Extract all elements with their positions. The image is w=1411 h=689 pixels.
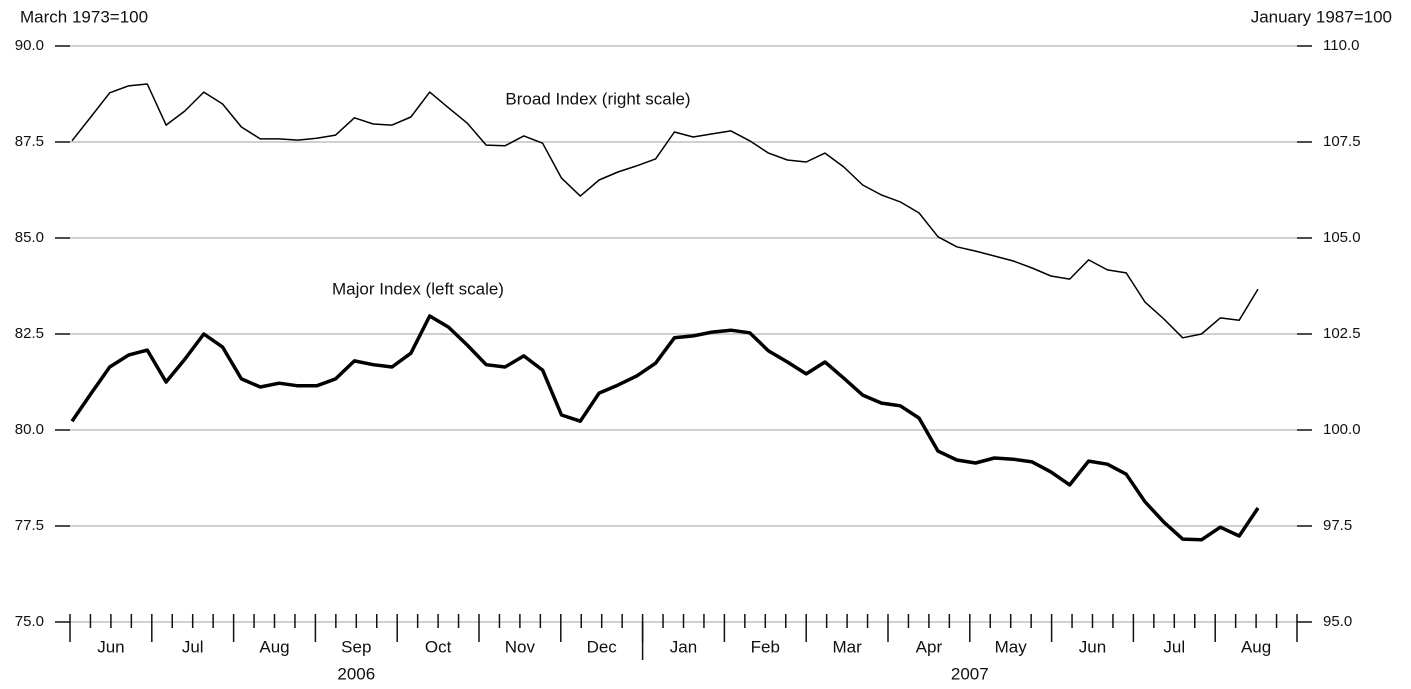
x-tick-label: Jul <box>182 637 204 656</box>
y-tick-label: 90.0 <box>15 37 44 54</box>
y2-tick-label: 102.5 <box>1323 325 1361 342</box>
y2-tick-label: 95.0 <box>1323 613 1352 630</box>
y-tick-label: 87.5 <box>15 133 44 150</box>
x-tick-label: May <box>995 637 1028 656</box>
x-tick-label: Sep <box>341 637 371 656</box>
y2-axis-label: January 1987=100 <box>1251 7 1392 26</box>
x-tick-label: Feb <box>751 637 780 656</box>
series-line <box>71 83 1259 339</box>
x-tick-label: Jan <box>670 637 697 656</box>
x-tick-label: Jul <box>1163 637 1185 656</box>
y2-tick-label: 107.5 <box>1323 133 1361 150</box>
x-tick-label: Jun <box>1079 637 1106 656</box>
year-label: 2006 <box>337 664 375 683</box>
year-label: 2007 <box>951 664 989 683</box>
annotation: Broad Index (right scale) <box>505 89 690 108</box>
y2-tick-label: 100.0 <box>1323 421 1361 438</box>
x-tick-label: Jun <box>97 637 124 656</box>
x-tick-label: Dec <box>587 637 618 656</box>
y2-tick-label: 97.5 <box>1323 517 1352 534</box>
y2-tick-label: 105.0 <box>1323 229 1361 246</box>
x-tick-label: Oct <box>425 637 452 656</box>
x-tick-label: Nov <box>505 637 536 656</box>
x-tick-label: Apr <box>916 637 943 656</box>
y-tick-label: 77.5 <box>15 517 44 534</box>
y-axis-label: March 1973=100 <box>20 7 148 26</box>
y2-tick-label: 110.0 <box>1323 37 1359 54</box>
annotation: Major Index (left scale) <box>332 279 504 298</box>
x-tick-label: Aug <box>1241 637 1271 656</box>
y-tick-label: 85.0 <box>15 229 44 246</box>
y-tick-label: 82.5 <box>15 325 44 342</box>
series-line <box>70 314 1260 542</box>
x-tick-label: Aug <box>259 637 289 656</box>
y-tick-label: 80.0 <box>15 421 44 438</box>
x-tick-label: Mar <box>832 637 862 656</box>
y-tick-label: 75.0 <box>15 613 44 630</box>
